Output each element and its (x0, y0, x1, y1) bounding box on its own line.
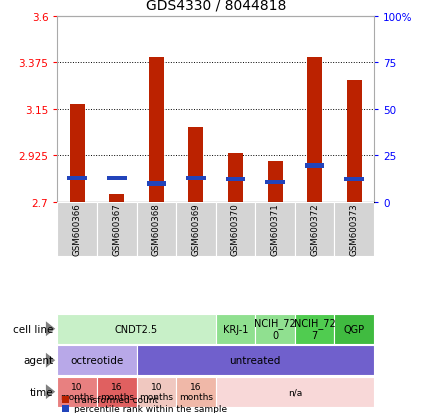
Bar (255, 314, 295, 344)
Bar (228, 154, 243, 202)
Bar (334, 314, 374, 344)
Bar (176, 377, 215, 407)
Text: GSM600367: GSM600367 (112, 203, 121, 256)
Bar (347, 81, 362, 202)
Bar (57, 202, 97, 256)
Bar (255, 202, 295, 256)
Bar (107, 176, 127, 181)
Text: GSM600372: GSM600372 (310, 203, 319, 256)
Text: transformed count: transformed count (74, 395, 158, 404)
Bar (215, 314, 255, 344)
Text: GSM600371: GSM600371 (271, 203, 280, 256)
Bar (226, 178, 245, 182)
Bar (57, 314, 215, 344)
Bar (136, 202, 176, 256)
Bar (188, 128, 204, 202)
Text: CNDT2.5: CNDT2.5 (115, 324, 158, 334)
Text: GSM600369: GSM600369 (191, 203, 201, 256)
Text: GSM600373: GSM600373 (350, 203, 359, 256)
Bar (265, 180, 285, 185)
Text: agent: agent (23, 355, 53, 366)
Bar (307, 58, 322, 202)
Text: cell line: cell line (13, 324, 53, 334)
Text: GSM600368: GSM600368 (152, 203, 161, 256)
Bar (215, 202, 255, 256)
Bar (186, 176, 206, 181)
Bar (136, 377, 176, 407)
Bar (57, 345, 136, 375)
Bar (267, 162, 283, 202)
Text: 10
months: 10 months (139, 382, 173, 401)
Bar (344, 178, 364, 182)
Text: GSM600370: GSM600370 (231, 203, 240, 256)
Bar (57, 377, 97, 407)
Text: 16
months: 16 months (100, 382, 134, 401)
Text: NCIH_72
0: NCIH_72 0 (254, 318, 296, 340)
Bar (97, 377, 136, 407)
Text: QGP: QGP (344, 324, 365, 334)
Bar (176, 202, 215, 256)
Bar (68, 176, 87, 181)
Text: 10
months: 10 months (60, 382, 94, 401)
Text: untreated: untreated (230, 355, 281, 366)
Bar (305, 164, 324, 169)
Text: NCIH_72
7: NCIH_72 7 (294, 318, 335, 340)
Text: KRJ-1: KRJ-1 (223, 324, 248, 334)
Text: time: time (29, 387, 53, 397)
Text: octreotide: octreotide (70, 355, 124, 366)
Bar (295, 202, 334, 256)
Bar (334, 202, 374, 256)
Bar (97, 202, 136, 256)
Bar (70, 104, 85, 202)
Bar (147, 182, 166, 186)
Bar (215, 377, 374, 407)
Bar (109, 194, 124, 202)
Bar (136, 345, 374, 375)
Bar (149, 58, 164, 202)
Text: percentile rank within the sample: percentile rank within the sample (74, 404, 227, 413)
Bar (295, 314, 334, 344)
Title: GDS4330 / 8044818: GDS4330 / 8044818 (145, 0, 286, 12)
Text: n/a: n/a (288, 387, 302, 396)
Text: GSM600366: GSM600366 (73, 203, 82, 256)
Text: 16
months: 16 months (179, 382, 213, 401)
